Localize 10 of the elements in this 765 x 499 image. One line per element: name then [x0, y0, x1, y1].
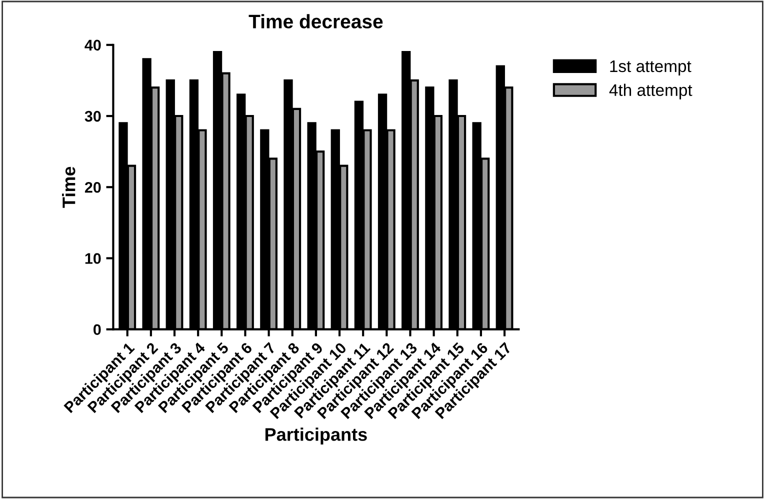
y-tick-label: 0 — [94, 324, 101, 336]
y-axis-title: Time — [62, 166, 76, 208]
y-tick-label: 20 — [84, 182, 101, 193]
chart-title: Time decrease — [248, 14, 383, 28]
legend-label: 1st attempt — [610, 60, 692, 76]
legend-label: 4th attempt — [609, 84, 692, 100]
y-tick-label: 40 — [84, 40, 101, 51]
x-axis-title: Participants — [265, 428, 367, 444]
y-tick-label: 10 — [85, 253, 101, 264]
y-tick-label: 30 — [84, 110, 101, 122]
